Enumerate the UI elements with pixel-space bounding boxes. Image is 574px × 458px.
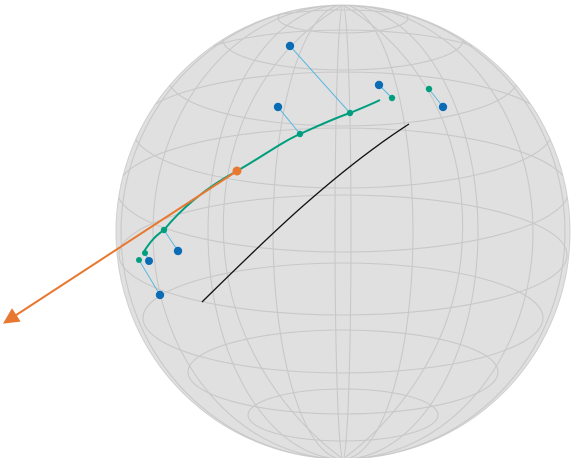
residual-line bbox=[138, 259, 161, 296]
data-point bbox=[173, 246, 183, 256]
data-point bbox=[273, 102, 283, 112]
meridian bbox=[207, 5, 479, 458]
tangent-vector bbox=[2, 170, 238, 324]
meridian bbox=[334, 5, 352, 458]
data-point bbox=[155, 290, 165, 300]
data-points bbox=[145, 41, 448, 300]
projected-point bbox=[296, 130, 304, 138]
projected-point bbox=[142, 250, 148, 256]
latitude-ring bbox=[247, 388, 439, 442]
meridian bbox=[152, 5, 534, 458]
projected-point bbox=[136, 257, 142, 263]
meridian bbox=[272, 5, 414, 458]
meridian bbox=[120, 5, 566, 458]
latitude-ring bbox=[187, 329, 499, 415]
latitude-ring bbox=[277, 5, 409, 34]
residual-line bbox=[163, 229, 179, 252]
meridian bbox=[342, 5, 464, 458]
projected-point bbox=[388, 94, 396, 102]
data-point bbox=[285, 41, 295, 51]
latitude-ring bbox=[222, 9, 464, 71]
residual-line bbox=[289, 45, 351, 114]
base-point bbox=[232, 166, 242, 176]
latitude-ring bbox=[142, 262, 544, 374]
projected-points bbox=[136, 85, 433, 263]
data-point bbox=[374, 80, 384, 90]
meridian bbox=[222, 5, 344, 458]
axis-line bbox=[201, 123, 410, 303]
projected-point bbox=[346, 109, 354, 117]
projected-point bbox=[160, 226, 168, 234]
data-point bbox=[438, 102, 448, 112]
residual-line bbox=[277, 106, 301, 135]
projected-point bbox=[425, 85, 433, 93]
data-point bbox=[145, 257, 153, 265]
latitude-ring bbox=[118, 194, 568, 316]
